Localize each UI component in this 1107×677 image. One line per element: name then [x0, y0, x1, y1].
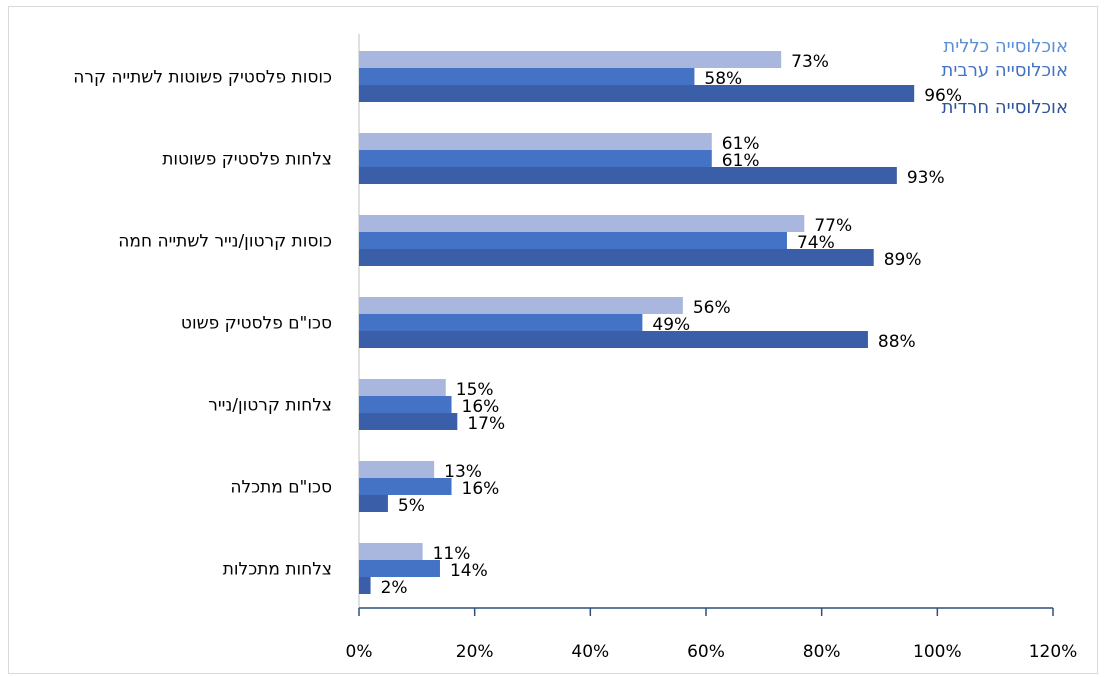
x-tick-label: 40% [571, 642, 609, 662]
bar [359, 560, 440, 577]
data-label: 61% [722, 151, 760, 171]
data-label: 93% [907, 168, 945, 188]
bar [359, 379, 446, 396]
bar [359, 85, 915, 102]
category-label: צלחות מתכלות [223, 560, 332, 580]
category-label: כוסות פלסטיק פשוטות לשתייה קרה [73, 68, 332, 88]
category-label: כוסות קרטון/נייר לשתייה חמה [118, 232, 332, 252]
bar [359, 413, 458, 430]
bar [359, 297, 683, 314]
legend-entry: אוכלוסייה חרדית [942, 97, 1068, 118]
bar [359, 396, 452, 413]
data-label: 11% [433, 544, 471, 564]
x-tick-label: 20% [456, 642, 494, 662]
x-tick-label: 100% [913, 642, 962, 662]
category-label: צלחות פלסטיק פשוטות [162, 150, 332, 170]
category-label: סכו"ם מתכלה [230, 478, 332, 498]
data-label: 73% [791, 52, 829, 72]
data-label: 74% [797, 233, 835, 253]
legend-entry: אוכלוסייה ערבית [942, 60, 1069, 81]
data-label: 14% [450, 561, 488, 581]
bar [359, 495, 388, 512]
data-label: 77% [814, 216, 852, 236]
bar [359, 314, 643, 331]
data-label: 49% [652, 315, 690, 335]
bar [359, 543, 423, 560]
data-label: 17% [467, 414, 505, 434]
data-label: 13% [444, 462, 482, 482]
data-label: 89% [884, 250, 922, 270]
bar [359, 68, 695, 85]
data-label: 96% [924, 86, 962, 106]
data-label: 5% [398, 496, 425, 516]
data-label: 58% [704, 69, 742, 89]
x-tick-label: 120% [1029, 642, 1078, 662]
data-label: 88% [878, 332, 916, 352]
bar [359, 150, 712, 167]
bar [359, 133, 712, 150]
bar [359, 249, 874, 266]
x-tick-label: 60% [687, 642, 725, 662]
legend-entry: אוכלוסייה כללית [943, 36, 1068, 57]
bar [359, 232, 787, 249]
x-tick-label: 80% [803, 642, 841, 662]
bar [359, 577, 371, 594]
bar [359, 461, 435, 478]
bar [359, 478, 452, 495]
data-label: 16% [462, 397, 500, 417]
category-label: צלחות קרטון/נייר [208, 396, 332, 416]
data-label: 2% [381, 578, 408, 598]
data-label: 15% [456, 380, 494, 400]
bar [359, 331, 868, 348]
bar [359, 51, 782, 68]
data-label: 16% [462, 479, 500, 499]
x-tick-label: 0% [346, 642, 373, 662]
data-label: 61% [722, 134, 760, 154]
data-label: 56% [693, 298, 731, 318]
bar [359, 167, 897, 184]
category-label: סכו"ם פלסטיק פשוט [181, 314, 332, 334]
bar [359, 215, 805, 232]
